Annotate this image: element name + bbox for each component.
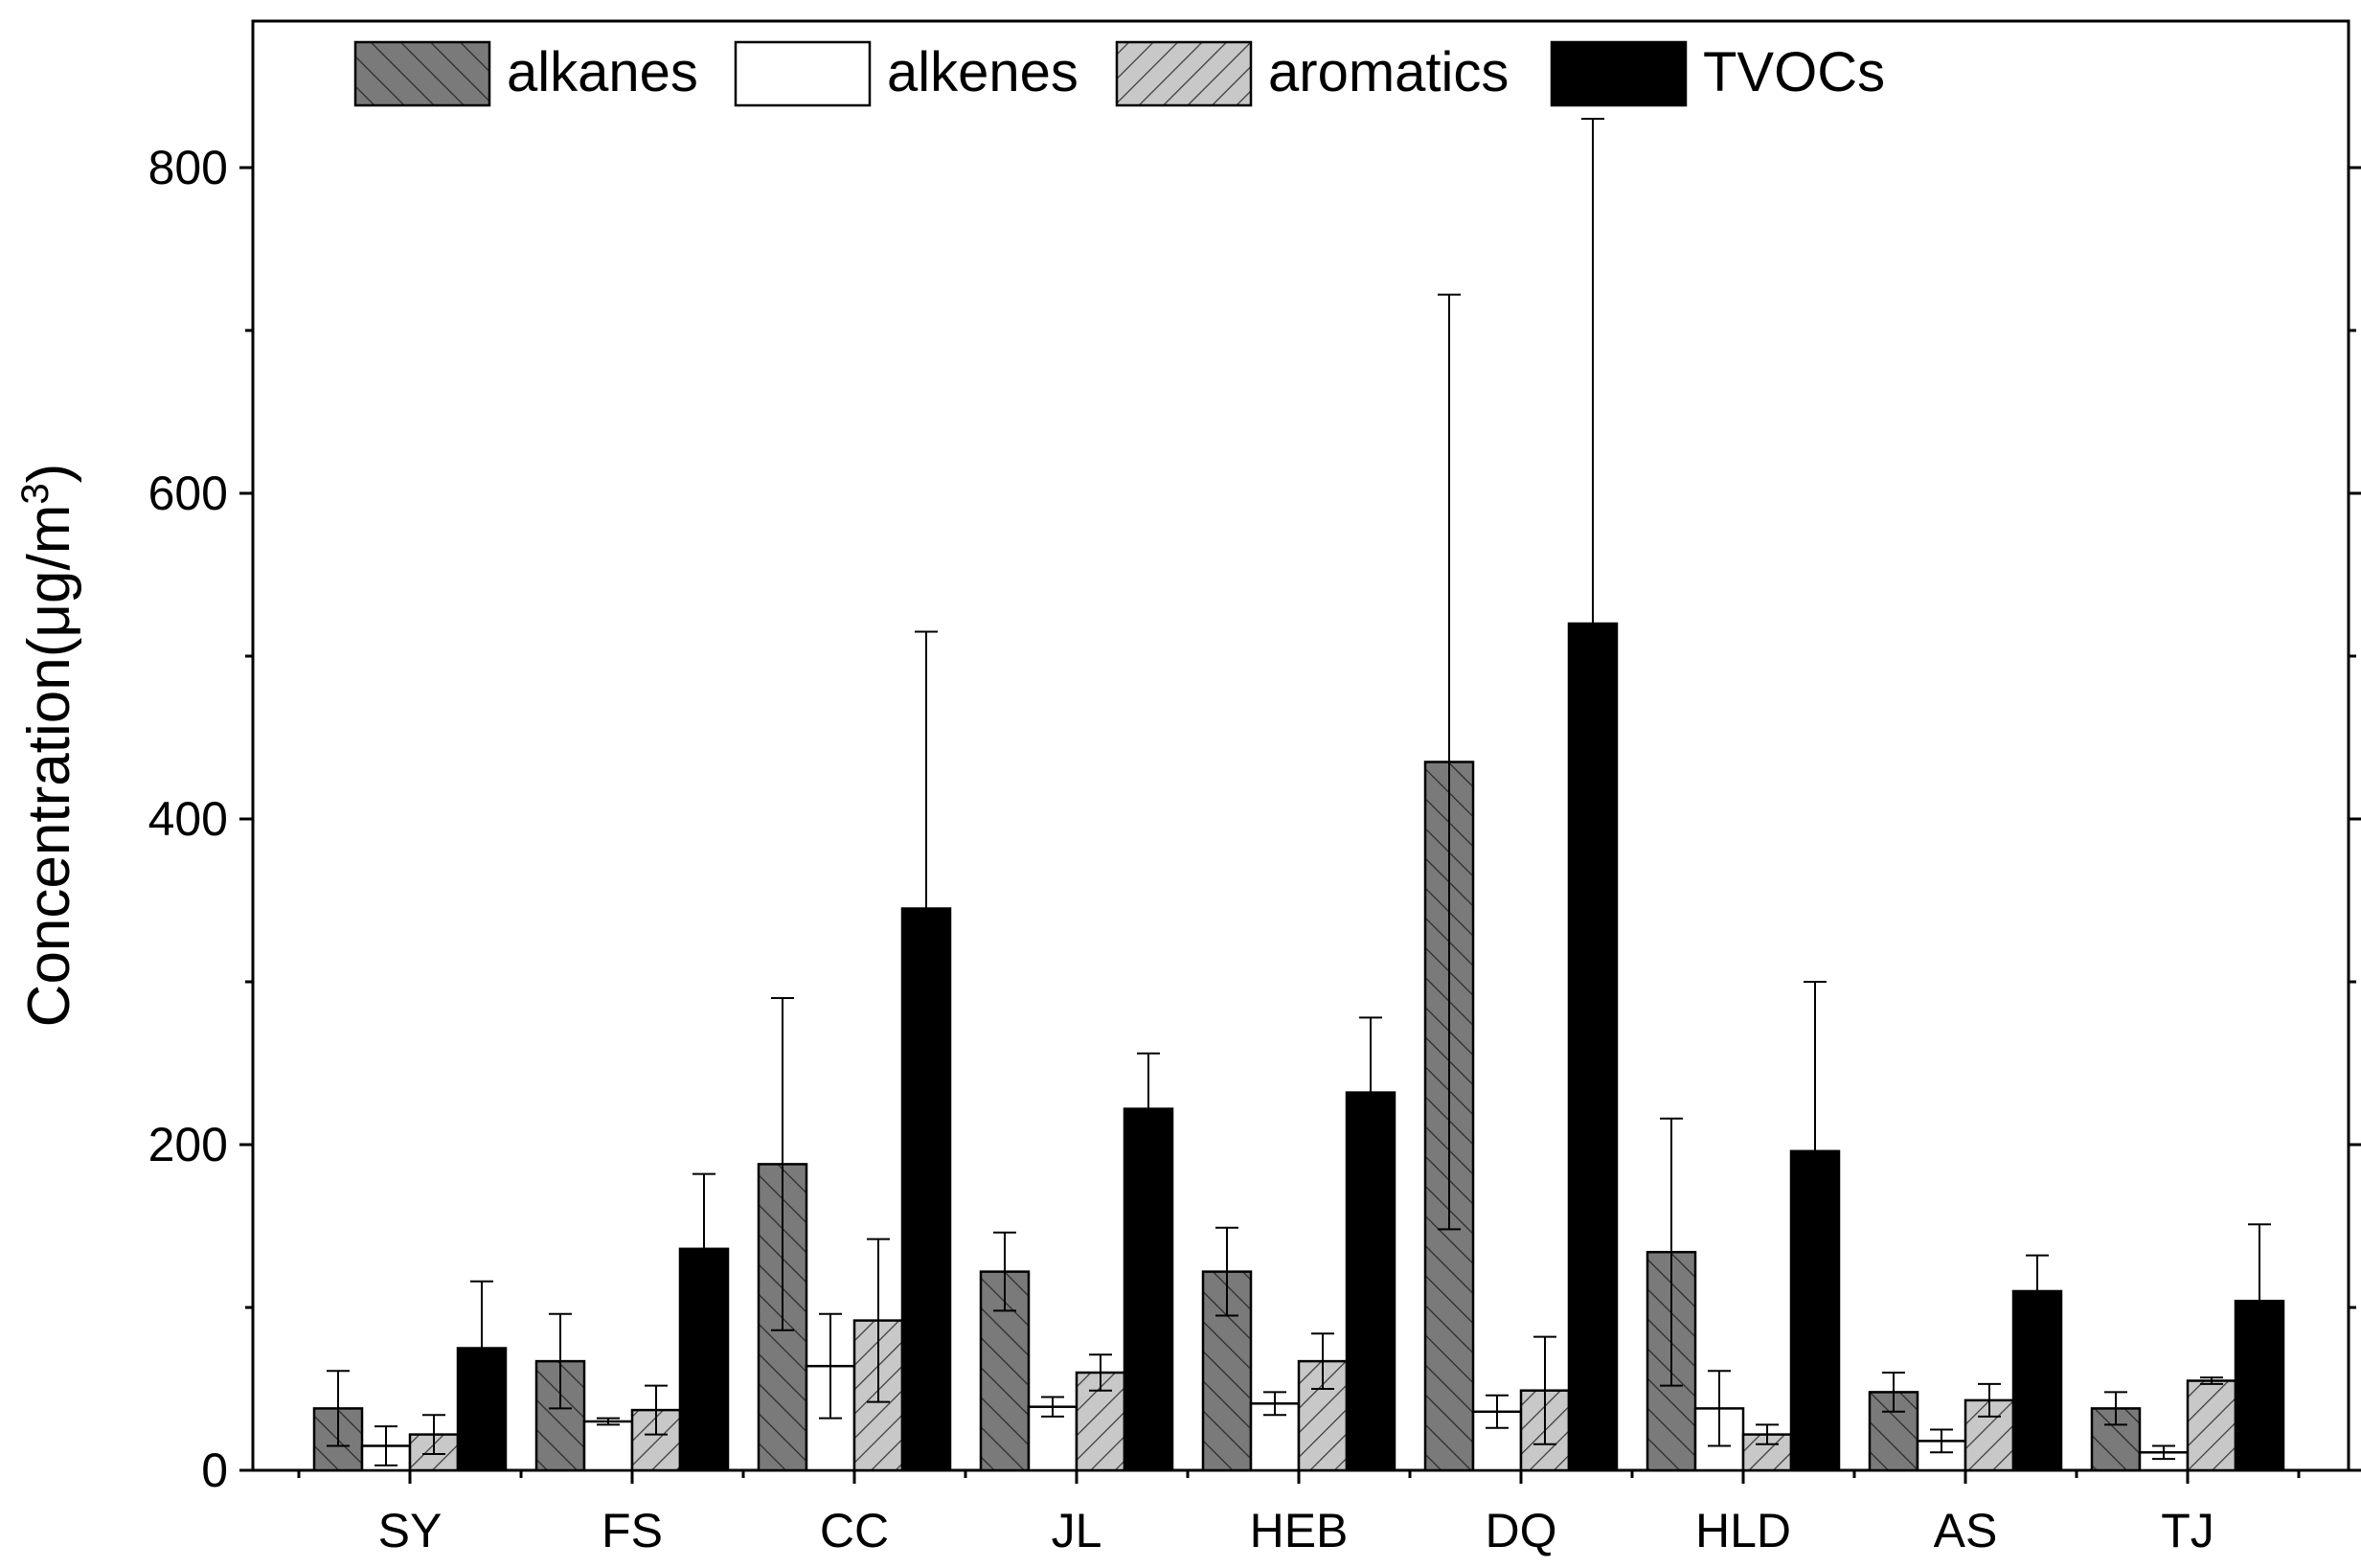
x-tick-label: AS <box>1934 1504 1998 1557</box>
bar-aromatics <box>1297 1359 1349 1472</box>
x-axis: SY FS CC JL HEB DQ HLD AS TJ <box>297 1470 2301 1557</box>
legend-label-aromatics: aromatics <box>1268 41 1509 103</box>
legend-swatch-aromatics <box>1115 40 1253 107</box>
error-bars <box>327 118 2271 1466</box>
plot-frame <box>251 19 2350 1472</box>
bars <box>312 622 2285 1472</box>
y-tick-label: 400 <box>148 792 228 846</box>
y-tick-label: 800 <box>148 141 228 194</box>
x-tick-label: CC <box>820 1504 889 1557</box>
legend-swatch-TVOCs <box>1550 40 1688 107</box>
y-tick-label: 200 <box>148 1118 228 1171</box>
x-tick-label: HEB <box>1250 1504 1349 1557</box>
y-tick-label: 600 <box>148 466 228 520</box>
y-axis-label-superscript: 3 <box>14 483 57 504</box>
y-tick-label: 0 <box>201 1443 228 1497</box>
x-tick-label: SY <box>378 1504 443 1557</box>
legend-swatch-alkenes <box>734 40 872 107</box>
legend: alkanes alkenes aromatics TVOCs <box>353 40 1885 107</box>
y-axis-label: Concentration(μg/m3) <box>14 464 82 1028</box>
x-tick-label: TJ <box>2161 1504 2214 1557</box>
x-tick-label: DQ <box>1486 1504 1557 1557</box>
x-tick-label: FS <box>602 1504 663 1557</box>
legend-swatch-alkanes <box>353 40 491 107</box>
y-axis: 0 200 400 600 800 <box>148 141 2361 1497</box>
bar-alkenes <box>582 1420 634 1472</box>
bar-alkanes <box>1201 1270 1253 1472</box>
x-tick-label: HLD <box>1695 1504 1791 1557</box>
bar-aromatics <box>2186 1379 2237 1472</box>
legend-label-TVOCs: TVOCs <box>1703 41 1885 103</box>
legend-label-alkenes: alkenes <box>887 41 1078 103</box>
legend-label-alkanes: alkanes <box>507 41 698 103</box>
x-tick-label: JL <box>1052 1504 1102 1557</box>
bar-TVOCs <box>1123 1107 1174 1472</box>
